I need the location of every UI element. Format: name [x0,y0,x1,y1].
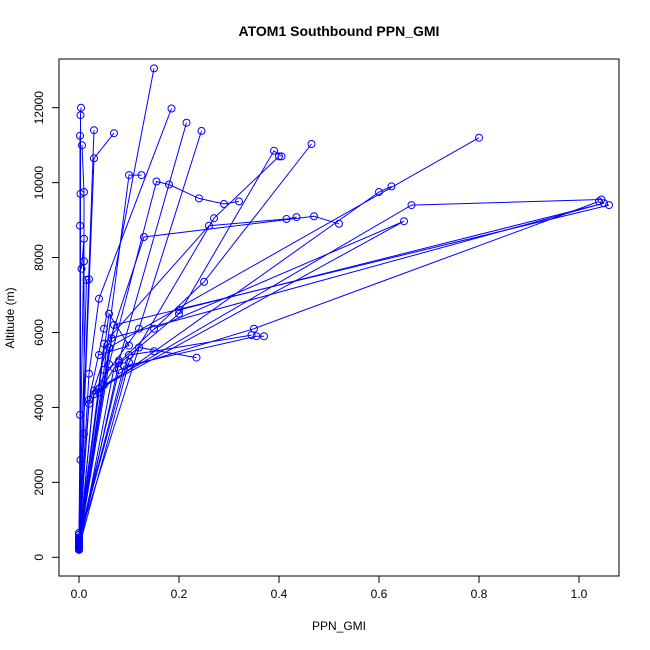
data-point [150,324,158,333]
y-tick-label: 12000 [32,91,46,125]
data-point [140,233,148,241]
data-point [105,309,113,318]
data-point [292,213,301,222]
profile-line-8 [78,130,95,547]
y-tick-label: 0 [32,554,46,561]
data-point [175,309,183,318]
y-tick-label: 6000 [32,319,46,346]
data-point [275,152,283,161]
profile-line-27 [78,278,90,535]
data-point [80,188,88,196]
profile-line-28 [78,238,85,533]
data-point [277,152,286,161]
data-point [125,351,133,359]
x-tick-label: 0.6 [371,587,388,601]
data-point [307,140,316,148]
data-point [165,180,173,189]
data-point [595,197,603,206]
profile-line-9 [78,174,142,547]
data-point [135,343,143,352]
y-tick-label: 4000 [32,394,46,421]
data-point [90,390,98,399]
profile-line-6 [78,130,202,549]
profile-line-22 [78,200,600,541]
y-axis: 0 2000 4000 6000 8000 10000 12000 [32,91,60,561]
data-point [270,146,278,155]
data-point [85,275,93,284]
data-point [125,171,133,180]
data-point [200,277,208,286]
data-point [76,111,85,120]
data-point [150,64,158,73]
data-point [120,362,128,371]
x-tick-label: 0.4 [271,587,288,601]
data-point [210,214,218,223]
data-point [182,118,191,127]
data-point [90,154,98,163]
y-tick-label: 2000 [32,469,46,496]
x-tick-label: 1.0 [571,587,588,601]
data-point [475,133,483,142]
data-point [85,399,93,408]
data-point [77,264,86,273]
data-point [235,197,243,206]
data-point [110,129,118,138]
data-point [197,126,206,135]
data-point [80,234,88,243]
data-point [387,182,396,191]
x-tick-label: 0.0 [71,587,88,601]
profile-line-19 [78,137,480,543]
data-point [105,360,113,369]
x-axis: 0.0 0.2 0.4 0.6 0.8 1.0 [71,575,588,601]
y-axis-label: Altitude (m) [3,287,17,348]
data-point [76,131,84,140]
data-point [192,353,201,362]
x-axis-label: PPN_GMI [312,619,366,633]
data-point [260,332,268,341]
profile-line-26 [78,312,130,538]
profile-line-4 [78,108,172,548]
data-point [95,351,103,359]
data-point [125,341,133,350]
data-point [78,141,86,150]
x-tick-label: 0.2 [171,587,188,601]
profile-line-10 [78,180,240,546]
data-point [195,194,203,203]
data-point [90,126,98,135]
data-point [77,103,85,112]
profile-line-18 [78,199,602,544]
profile-line-25 [78,346,197,539]
chart-title: ATOM1 Southbound PPN_GMI [239,23,440,39]
data-point [137,171,146,180]
data-point [310,212,318,221]
data-point [167,104,176,113]
profile-line-21 [78,204,610,542]
x-tick-label: 0.8 [471,587,488,601]
data-point [75,528,83,537]
series-layer [75,64,613,554]
data-point [152,177,161,186]
y-tick-label: 10000 [32,166,46,200]
data-point [407,201,416,210]
profile-line-24 [78,334,252,540]
profile-line-13 [78,156,280,548]
data-point [605,201,613,210]
data-point [100,339,108,348]
data-point [220,200,228,208]
data-point [400,217,408,226]
profile-line-15 [78,215,340,546]
data-point [95,294,103,303]
data-point [247,331,256,340]
y-tick-label: 8000 [32,244,46,271]
profile-line-20 [78,202,605,542]
